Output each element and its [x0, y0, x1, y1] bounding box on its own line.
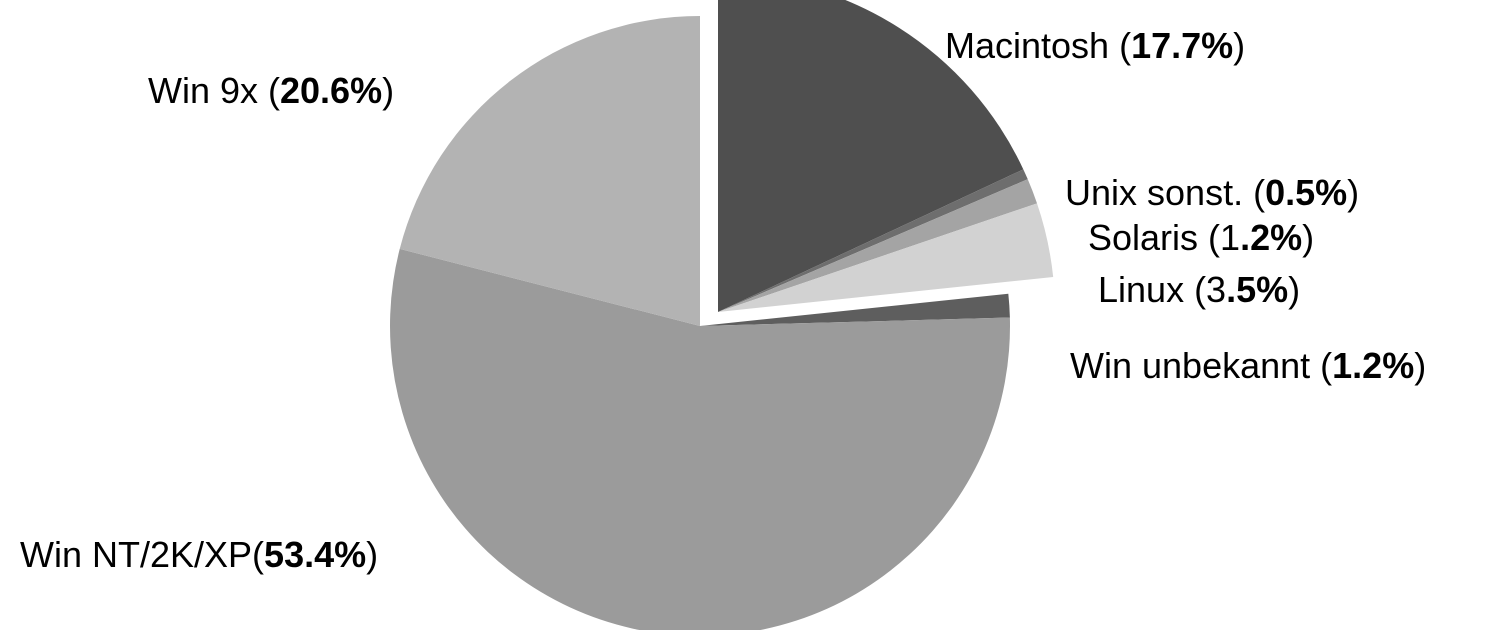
label-win-unbekannt: Win unbekannt (1.2%): [1070, 345, 1426, 386]
slice-linux: [718, 203, 1054, 312]
slice-unix-sonst: [718, 169, 1028, 312]
slice-solaris: [718, 179, 1038, 312]
slice-win-nt-2k-xp: [390, 248, 1010, 630]
pie-slices: [390, 0, 1054, 630]
slice-macintosh: [718, 0, 1024, 312]
label-unix-sonst: Unix sonst. (0.5%): [1065, 172, 1359, 213]
slice-win-9x: [399, 16, 700, 326]
label-linux: Linux (3.5%): [1098, 269, 1300, 310]
slice-win-unbekannt: [700, 293, 1010, 326]
label-macintosh: Macintosh (17.7%): [945, 25, 1245, 66]
label-solaris: Solaris (1.2%): [1088, 217, 1314, 258]
label-win-9x: Win 9x (20.6%): [148, 70, 394, 111]
label-win-nt-2k-xp: Win NT/2K/XP(53.4%): [20, 534, 378, 575]
